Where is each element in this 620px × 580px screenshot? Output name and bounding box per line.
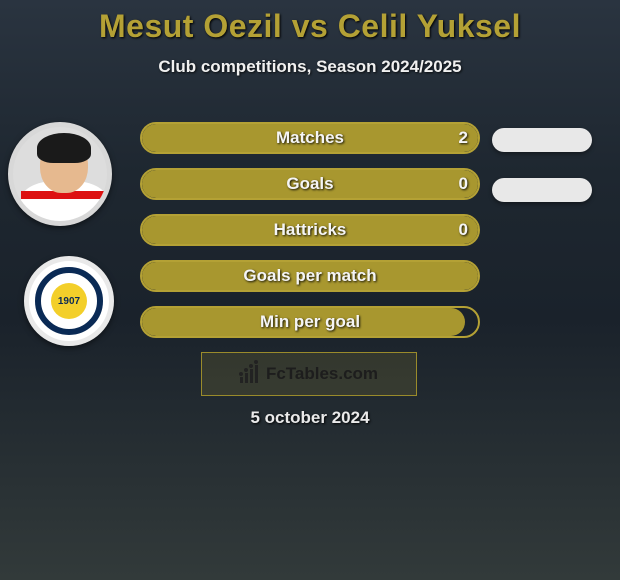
stat-bar: Goals0 [140,168,480,200]
stat-bar-label: Goals per match [142,262,478,290]
brand-badge: FcTables.com [201,352,417,396]
brand-chart-icon [240,365,262,383]
subtitle: Club competitions, Season 2024/2025 [0,57,620,77]
stat-bar-label: Hattricks [142,216,478,244]
stat-bar: Goals per match [140,260,480,292]
opponent-pill [492,128,592,152]
brand-text: FcTables.com [266,364,378,384]
date-label: 5 october 2024 [0,408,620,428]
stat-bar: Min per goal [140,306,480,338]
stat-bar-value: 2 [459,124,468,152]
page-title: Mesut Oezil vs Celil Yuksel [0,0,620,45]
stat-bar-value: 0 [459,216,468,244]
opponent-pill [492,178,592,202]
stat-bar-label: Min per goal [142,308,478,336]
club-avatar: 1907 [24,256,114,346]
player-avatar [8,122,112,226]
club-year: 1907 [51,283,87,319]
stat-bar-value: 0 [459,170,468,198]
stat-bar: Matches2 [140,122,480,154]
stat-bars: Matches2Goals0Hattricks0Goals per matchM… [140,122,480,352]
stat-bar: Hattricks0 [140,214,480,246]
hair-shape [37,133,91,163]
comparison-card: Mesut Oezil vs Celil Yuksel Club competi… [0,0,620,580]
stat-bar-label: Matches [142,124,478,152]
stat-bar-label: Goals [142,170,478,198]
